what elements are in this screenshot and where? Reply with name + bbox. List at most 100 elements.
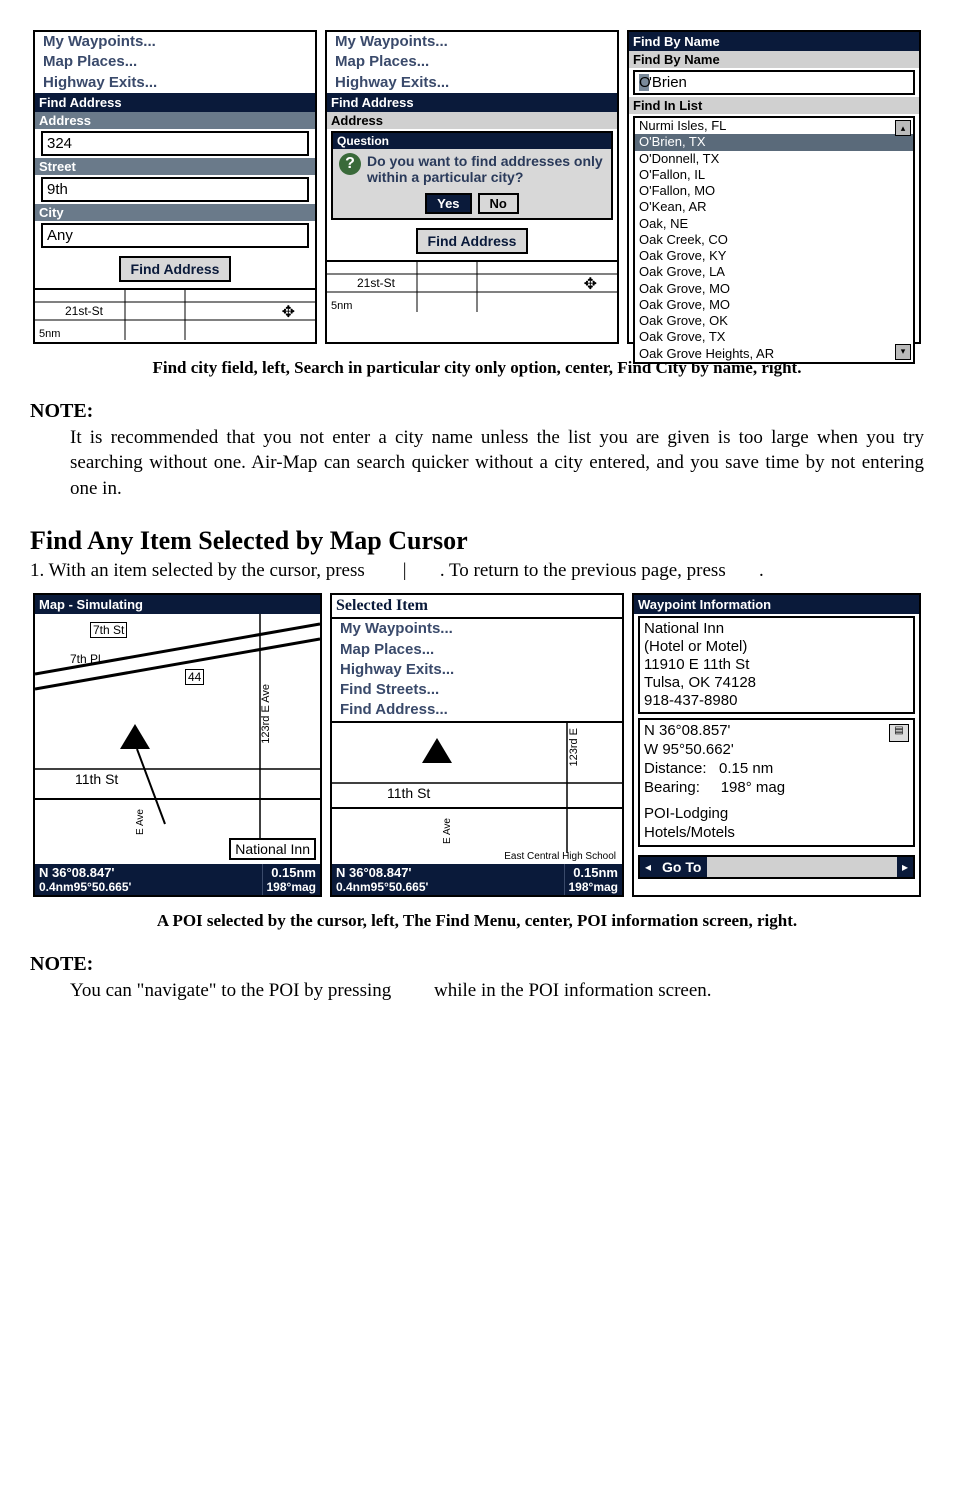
window-title: Find By Name — [629, 32, 919, 51]
coord-n: N 36°08.857' — [644, 722, 909, 741]
poi-phone: 918-437-8980 — [644, 692, 909, 710]
poi-name: National Inn — [644, 620, 909, 638]
menu-item[interactable]: Highway Exits... — [327, 73, 617, 93]
list-item[interactable]: Oak Grove, OK — [635, 313, 913, 329]
menu-item[interactable]: My Waypoints... — [327, 32, 617, 52]
map-canvas[interactable]: 7th St 7th Pl 44 123rd E Ave 11th St E A… — [35, 614, 320, 864]
menu-item[interactable]: Highway Exits... — [332, 660, 622, 680]
street-label: E Ave — [135, 809, 146, 835]
fig2-panel-c: Waypoint Information National Inn (Hotel… — [632, 593, 921, 897]
find-address-button[interactable]: Find Address — [119, 256, 232, 282]
figure-2: Map - Simulating 7th St 7th Pl 44 123rd … — [30, 593, 924, 897]
dialog-title: Question — [333, 133, 611, 149]
map-lines-icon — [327, 262, 617, 312]
distance-value: 0.15nm — [267, 865, 317, 880]
text: . — [759, 560, 764, 581]
name-search-input[interactable]: O'Brien — [633, 70, 915, 95]
fig1-panel-c: Find By Name Find By Name O'Brien Find I… — [627, 30, 921, 344]
address-field[interactable]: 324 — [41, 131, 309, 156]
field-label: City — [35, 204, 315, 221]
key-separator: | — [403, 560, 407, 581]
no-button[interactable]: No — [478, 193, 519, 214]
window-title: Selected Item — [332, 595, 622, 619]
coord-bar: N 36°08.847' 0.4nm95°50.665' 0.15nm 198°… — [332, 864, 622, 895]
caret-char: O — [639, 74, 649, 91]
scroll-up-icon[interactable]: ▴ — [895, 120, 911, 136]
dialog-text: Do you want to find addresses only withi… — [367, 153, 605, 185]
fig1-panel-a: My Waypoints... Map Places... Highway Ex… — [33, 30, 317, 344]
street-label: 7th St — [90, 622, 127, 638]
coord-lat: N 36°08.847' — [39, 865, 258, 880]
map-lines-icon — [35, 290, 315, 340]
poi-subcategory: Hotels/Motels — [644, 824, 909, 843]
shield-label: 44 — [185, 669, 204, 685]
menu-item[interactable]: Map Places... — [35, 52, 315, 72]
dist-value: 0.15 nm — [719, 760, 773, 777]
window-title: Waypoint Information — [634, 595, 919, 614]
text: 1. With an item selected by the cursor, … — [30, 560, 370, 581]
menu-item[interactable]: Find Streets... — [332, 680, 622, 700]
menu-item[interactable]: My Waypoints... — [332, 619, 622, 639]
figure-2-caption: A POI selected by the cursor, left, The … — [30, 909, 924, 933]
list-item[interactable]: Oak Grove Heights, AR — [635, 346, 913, 362]
brg-label: Bearing: — [644, 779, 700, 796]
list-item[interactable]: O'Fallon, MO — [635, 183, 913, 199]
bearing-value: 198°mag — [267, 880, 317, 894]
menu-item[interactable]: Map Places... — [332, 640, 622, 660]
coord-lon: 0.4nm95°50.665' — [336, 880, 560, 894]
note-label: NOTE: — [30, 953, 924, 976]
find-address-button[interactable]: Find Address — [416, 228, 529, 254]
poi-category: POI-Lodging — [644, 805, 909, 824]
list-item[interactable]: Oak Grove, MO — [635, 281, 913, 297]
street-label: 123rd E Ave — [260, 684, 272, 744]
city-list[interactable]: ▴ Nurmi Isles, FLO'Brien, TXO'Donnell, T… — [633, 116, 915, 364]
coord-w: W 95°50.662' — [644, 741, 909, 760]
list-item[interactable]: Nurmi Isles, FL — [635, 118, 913, 134]
list-item[interactable]: O'Kean, AR — [635, 199, 913, 215]
list-item[interactable]: Oak Grove, KY — [635, 248, 913, 264]
arrow-right-icon: ▸ — [897, 857, 913, 877]
coord-bar: N 36°08.847' 0.4nm95°50.665' 0.15nm 198°… — [35, 864, 320, 895]
list-item[interactable]: Oak Creek, CO — [635, 232, 913, 248]
map-canvas[interactable]: 123rd E 11th St E Ave East Central High … — [332, 721, 622, 865]
text: You can "navigate" to the POI by pressin… — [70, 980, 396, 1001]
goto-button[interactable]: ◂ Go To ▸ — [638, 855, 915, 879]
note-body: You can "navigate" to the POI by pressin… — [70, 978, 924, 1004]
input-value: 'Brien — [649, 74, 687, 91]
menu-item[interactable]: Find Address... — [332, 700, 622, 720]
menu-item[interactable]: Highway Exits... — [35, 73, 315, 93]
list-item[interactable]: Oak Grove, TX — [635, 329, 913, 345]
street-label: 11th St — [75, 771, 118, 787]
section-heading: Find Any Item Selected by Map Cursor — [30, 526, 924, 556]
window-title: Find Address — [327, 93, 617, 112]
coord-lon: 0.4nm95°50.665' — [39, 880, 258, 894]
fig1-panel-b: My Waypoints... Map Places... Highway Ex… — [325, 30, 619, 344]
poi-type: (Hotel or Motel) — [644, 638, 909, 656]
section-label: Find In List — [629, 97, 919, 114]
map-preview: 21st-St 5nm ✥ — [35, 288, 315, 340]
section-body: 1. With an item selected by the cursor, … — [30, 558, 924, 584]
scroll-down-icon[interactable]: ▾ — [895, 344, 911, 360]
street-field[interactable]: 9th — [41, 177, 309, 202]
figure-1: My Waypoints... Map Places... Highway Ex… — [30, 30, 924, 344]
note-body: It is recommended that you not enter a c… — [70, 425, 924, 502]
yes-button[interactable]: Yes — [425, 193, 471, 214]
map-preview: 21st-St 5nm ✥ — [327, 260, 617, 312]
poi-address: 11910 E 11th St — [644, 656, 909, 674]
list-item[interactable]: Oak, NE — [635, 216, 913, 232]
list-item[interactable]: Oak Grove, LA — [635, 264, 913, 280]
list-item[interactable]: O'Donnell, TX — [635, 151, 913, 167]
list-item[interactable]: O'Brien, TX — [635, 134, 913, 150]
question-dialog: Question ? Do you want to find addresses… — [331, 131, 613, 220]
city-field[interactable]: Any — [41, 223, 309, 248]
poi-popup: National Inn — [229, 838, 316, 860]
window-title: Map - Simulating — [35, 595, 320, 614]
list-item[interactable]: Oak Grove, MO — [635, 297, 913, 313]
list-item[interactable]: O'Fallon, IL — [635, 167, 913, 183]
menu-item[interactable]: Map Places... — [327, 52, 617, 72]
dist-label: Distance: — [644, 760, 707, 777]
note-icon[interactable]: ▤ — [889, 724, 909, 742]
menu-item[interactable]: My Waypoints... — [35, 32, 315, 52]
distance-value: 0.15nm — [569, 865, 619, 880]
school-label: East Central High School — [504, 852, 616, 862]
